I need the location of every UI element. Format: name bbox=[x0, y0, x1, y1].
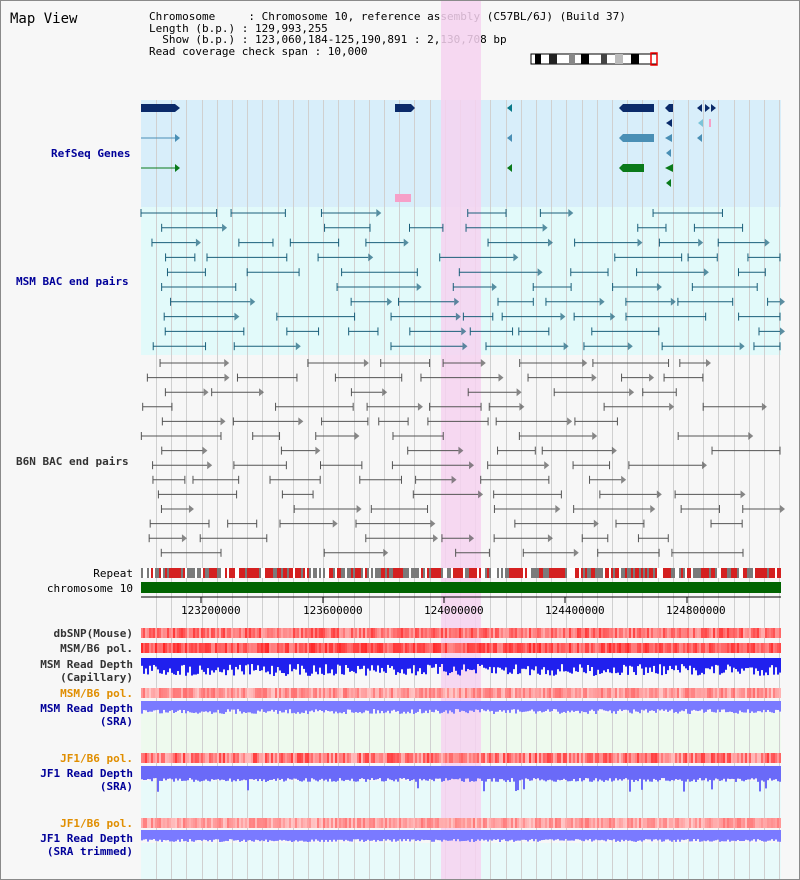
position-axis bbox=[141, 596, 781, 603]
refseq-gene-features[interactable] bbox=[141, 104, 716, 202]
length-info: Length (b.p.) : 129,993,255 bbox=[149, 21, 328, 35]
msm-bac-label[interactable]: MSM BAC end pairs bbox=[16, 275, 129, 288]
msm-read-depth-sra-label[interactable]: MSM Read Depth bbox=[40, 702, 133, 715]
jf1-b6-pol-label[interactable]: JF1/B6 pol. bbox=[60, 752, 133, 765]
msm-bac-features[interactable] bbox=[140, 209, 785, 351]
jf1-b6-pol-2-label[interactable]: JF1/B6 pol. bbox=[60, 817, 133, 830]
page-title: Map View bbox=[10, 11, 78, 27]
chromosome-bar bbox=[141, 582, 781, 593]
axis-tick-label: 123600000 bbox=[303, 604, 363, 617]
msm-read-depth-sra-sub: (SRA) bbox=[99, 715, 133, 728]
highlight-region bbox=[441, 1, 481, 879]
data-tracks[interactable] bbox=[141, 628, 781, 842]
jf1-read-depth-sra-label[interactable]: JF1 Read Depth bbox=[40, 767, 133, 780]
chromosome-ideogram[interactable] bbox=[530, 52, 658, 66]
b6n-bac-label[interactable]: B6N BAC end pairs bbox=[16, 455, 129, 468]
jf1-read-depth-trimmed-sub: (SRA trimmed) bbox=[46, 845, 133, 858]
region-info: Chromosome : Chromosome 10, reference as… bbox=[149, 11, 626, 57]
axis-tick-label: 124400000 bbox=[545, 604, 605, 617]
msm-read-depth-capillary-label[interactable]: MSM Read Depth bbox=[40, 658, 133, 671]
jf1-read-depth-trimmed-label[interactable]: JF1 Read Depth bbox=[40, 832, 133, 845]
msm-read-depth-capillary-sub: (Capillary) bbox=[60, 671, 133, 684]
axis-tick-label: 123200000 bbox=[181, 604, 241, 617]
repeat-track[interactable] bbox=[141, 568, 781, 578]
axis-tick-label: 124000000 bbox=[424, 604, 484, 617]
jf1-read-depth-sra-sub: (SRA) bbox=[99, 780, 133, 793]
axis-tick-label: 124800000 bbox=[666, 604, 726, 617]
repeat-label: Repeat bbox=[93, 567, 133, 580]
msm-b6-pol-2-label[interactable]: MSM/B6 pol. bbox=[60, 687, 133, 700]
refseq-genes-label[interactable]: RefSeq Genes bbox=[51, 147, 131, 160]
chromosome-label: chromosome 10 bbox=[46, 582, 133, 595]
coverage-span-info: Read coverage check span : 10,000 bbox=[149, 44, 368, 58]
b6n-bac-features[interactable] bbox=[140, 359, 785, 557]
msm-b6-pol-label[interactable]: MSM/B6 pol. bbox=[60, 642, 133, 655]
dbsnp-label[interactable]: dbSNP(Mouse) bbox=[53, 627, 133, 640]
